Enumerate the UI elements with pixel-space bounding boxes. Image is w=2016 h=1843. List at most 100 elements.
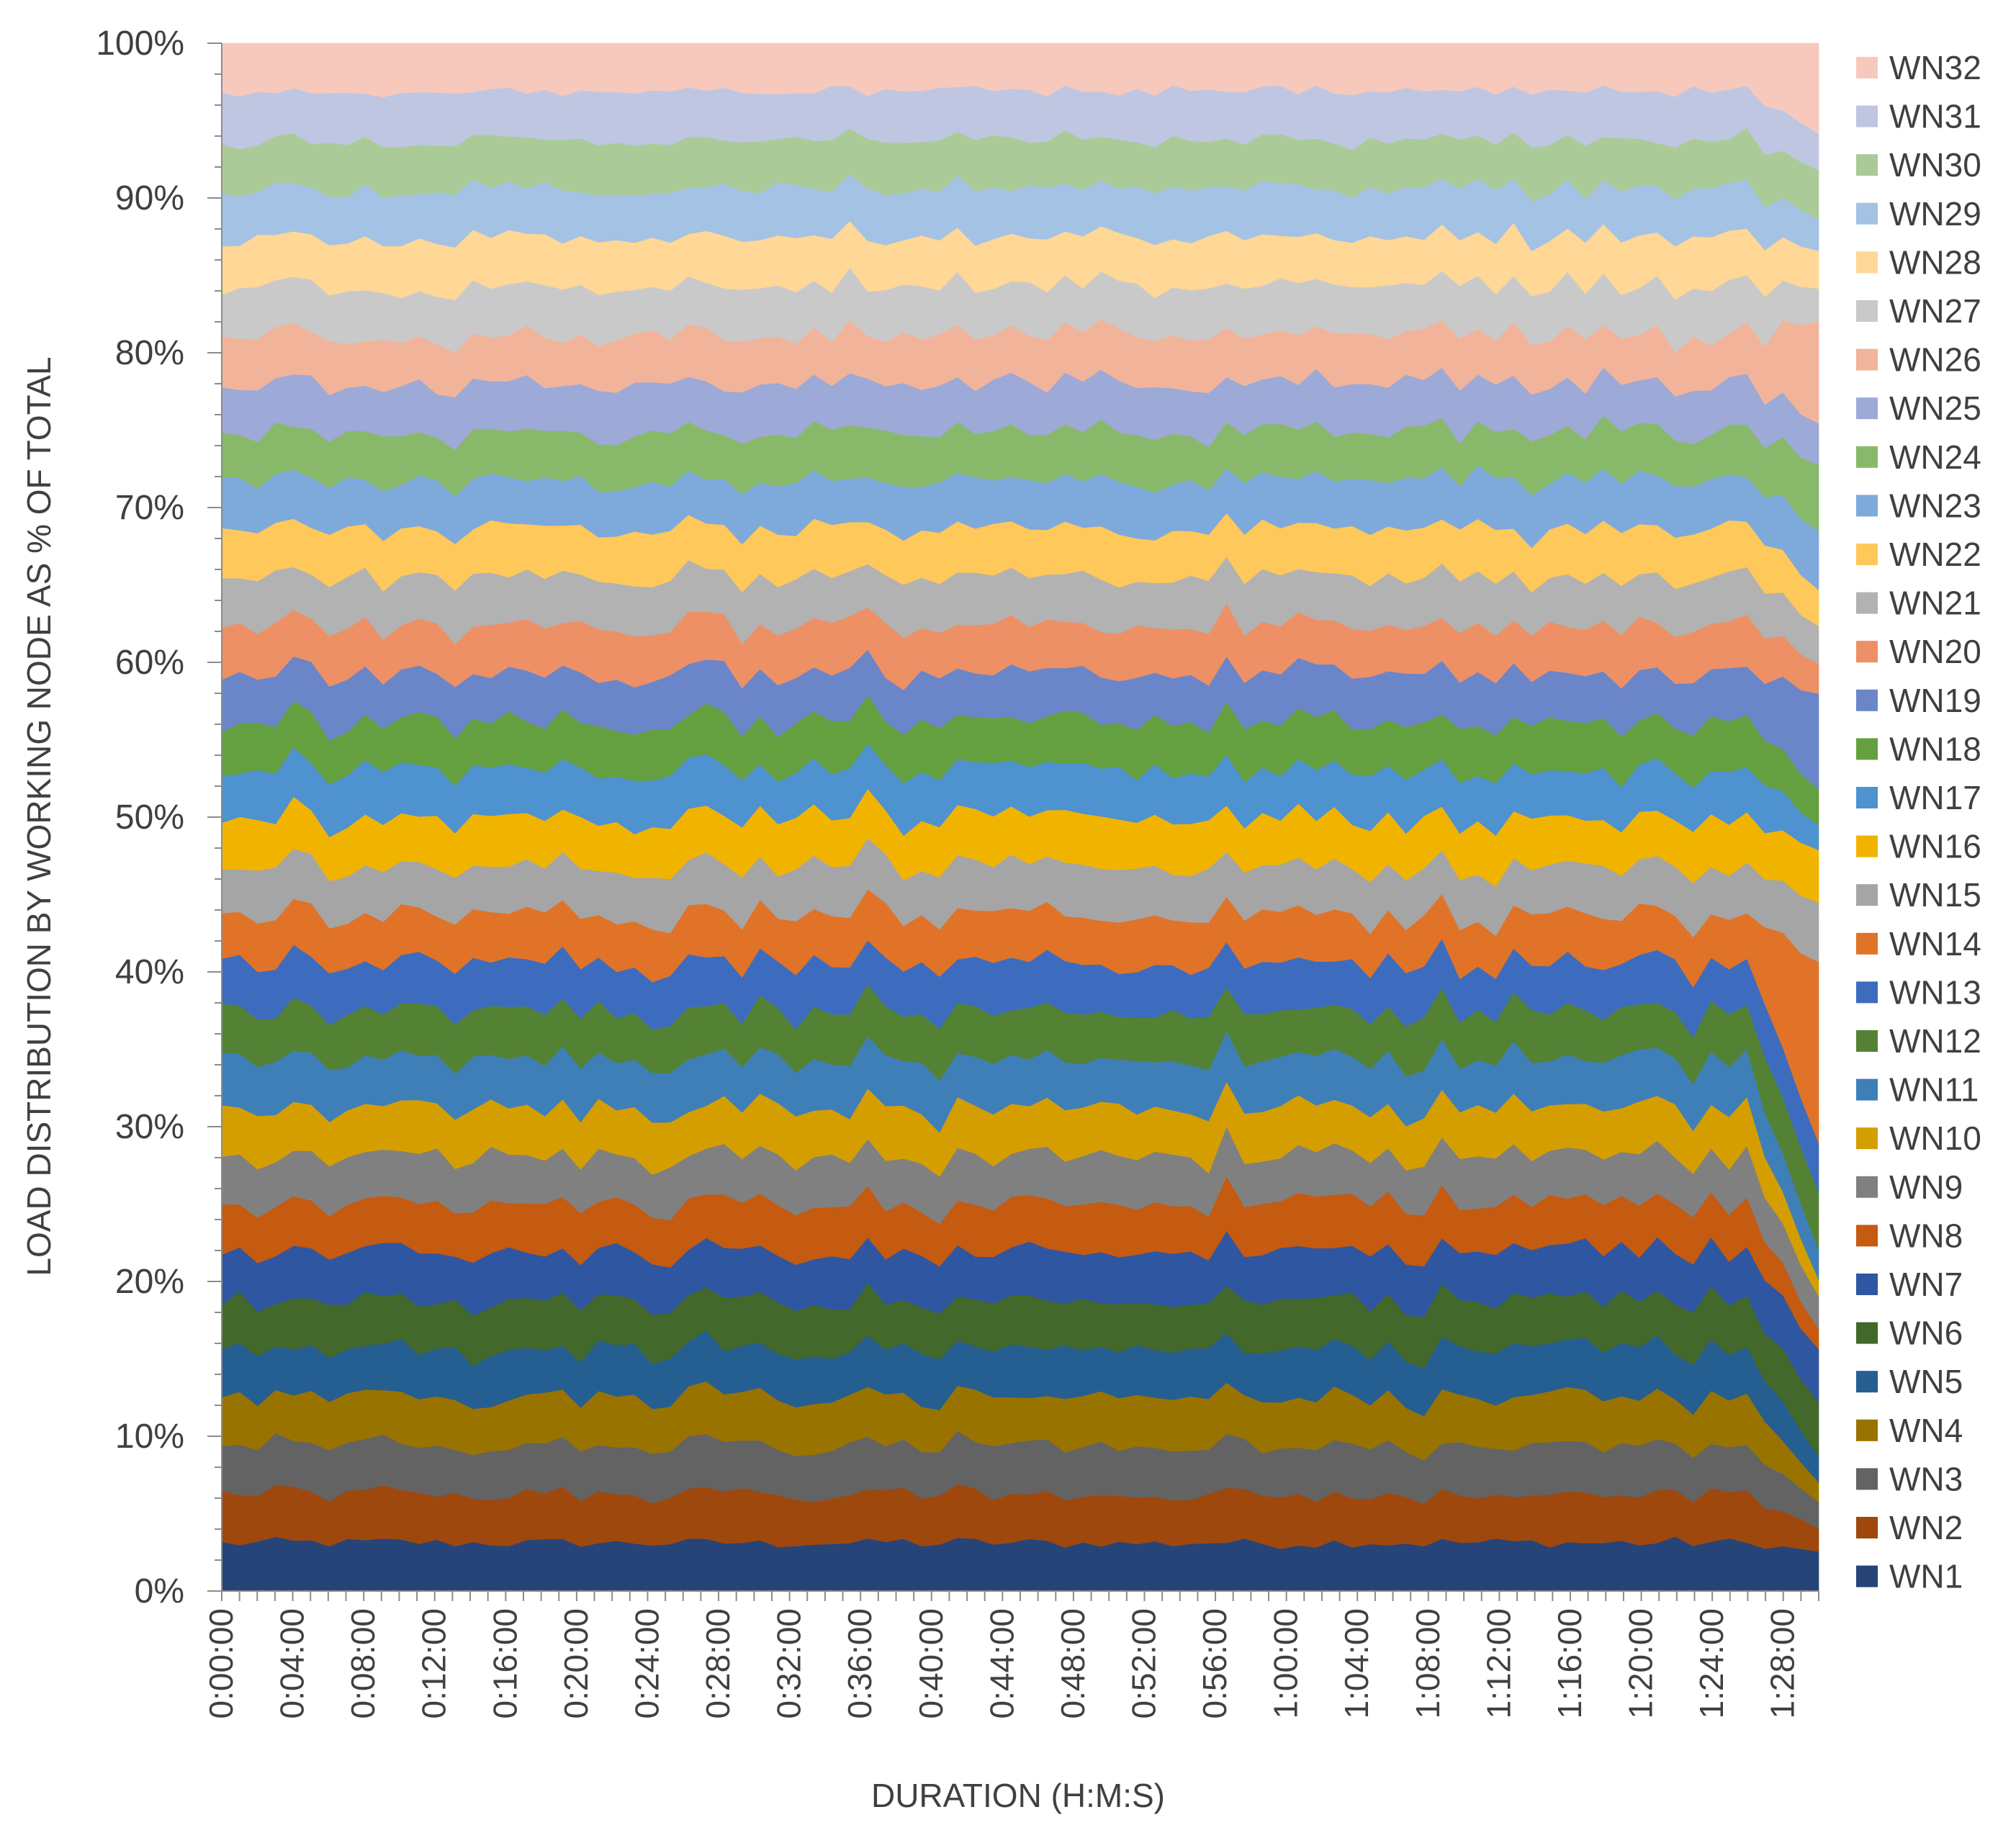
x-tick-label: 0:32:00: [770, 1608, 808, 1718]
legend-swatch: [1856, 1078, 1878, 1101]
legend-label: WN2: [1889, 1509, 1963, 1546]
legend-swatch: [1856, 446, 1878, 468]
legend: WN32 WN31 WN30 WN29 WN28 WN27 WN26 WN25 WN24 WN23…: [1856, 49, 1981, 1595]
legend-label: WN14: [1889, 925, 1981, 963]
x-tick-label: 1:12:00: [1480, 1608, 1517, 1718]
x-tick-label: 0:56:00: [1196, 1608, 1233, 1718]
x-axis-title: DURATION (H:M:S): [871, 1777, 1165, 1814]
x-tick-label: 0:04:00: [274, 1608, 311, 1718]
legend-item-wn11: WN11: [1856, 1071, 1979, 1109]
y-tick-label: 50%: [115, 798, 184, 837]
legend-item-wn29: WN29: [1856, 195, 1981, 233]
legend-label: WN7: [1889, 1266, 1963, 1303]
legend-item-wn7: WN7: [1856, 1266, 1963, 1303]
legend-item-wn9: WN9: [1856, 1168, 1963, 1206]
legend-label: WN20: [1889, 633, 1981, 670]
legend-label: WN28: [1889, 243, 1981, 281]
legend-swatch: [1856, 932, 1878, 955]
legend-label: WN22: [1889, 536, 1981, 573]
legend-item-wn15: WN15: [1856, 876, 1981, 914]
legend-item-wn1: WN1: [1856, 1558, 1963, 1595]
x-tick-label: 1:28:00: [1764, 1608, 1801, 1718]
legend-label: WN29: [1889, 195, 1981, 233]
x-tick-label: 0:44:00: [983, 1608, 1020, 1718]
legend-swatch: [1856, 835, 1878, 857]
legend-label: WN24: [1889, 438, 1981, 476]
x-tick-label: 1:00:00: [1267, 1608, 1305, 1718]
y-tick-label: 60%: [115, 644, 184, 682]
legend-swatch: [1856, 1419, 1878, 1441]
x-tick-label: 0:40:00: [912, 1608, 950, 1718]
legend-swatch: [1856, 544, 1878, 565]
legend-label: WN27: [1889, 292, 1981, 330]
y-axis: 0% 10% 20% 30% 40% 50% 60% 70% 80% 90% 100%: [96, 24, 222, 1610]
legend-item-wn25: WN25: [1856, 389, 1981, 427]
legend-swatch: [1856, 1322, 1878, 1344]
legend-item-wn6: WN6: [1856, 1315, 1963, 1352]
legend-item-wn30: WN30: [1856, 146, 1981, 184]
legend-item-wn19: WN19: [1856, 682, 1981, 719]
x-tick-label: 0:20:00: [557, 1608, 595, 1718]
y-tick-label: 10%: [115, 1418, 184, 1456]
legend-label: WN21: [1889, 585, 1981, 622]
x-tick-label: 1:04:00: [1338, 1608, 1375, 1718]
x-tick-label: 1:24:00: [1693, 1608, 1730, 1718]
legend-label: WN19: [1889, 682, 1981, 719]
legend-item-wn2: WN2: [1856, 1509, 1963, 1546]
legend-item-wn16: WN16: [1856, 828, 1981, 865]
legend-item-wn17: WN17: [1856, 779, 1981, 816]
legend-swatch: [1856, 1565, 1878, 1587]
legend-swatch: [1856, 154, 1878, 176]
legend-swatch: [1856, 1176, 1878, 1198]
legend-item-wn21: WN21: [1856, 585, 1981, 622]
legend-label: WN32: [1889, 49, 1981, 86]
legend-swatch: [1856, 251, 1878, 274]
legend-item-wn5: WN5: [1856, 1363, 1963, 1400]
legend-swatch: [1856, 105, 1878, 127]
legend-swatch: [1856, 1274, 1878, 1295]
legend-label: WN5: [1889, 1363, 1963, 1400]
legend-item-wn28: WN28: [1856, 243, 1981, 281]
legend-label: WN30: [1889, 146, 1981, 184]
legend-item-wn32: WN32: [1856, 49, 1981, 86]
y-tick-label: 100%: [96, 24, 184, 63]
legend-item-wn4: WN4: [1856, 1412, 1963, 1449]
legend-label: WN23: [1889, 487, 1981, 524]
y-tick-label: 90%: [115, 179, 184, 217]
legend-item-wn3: WN3: [1856, 1460, 1963, 1497]
x-tick-label: 0:12:00: [415, 1608, 453, 1718]
legend-item-wn8: WN8: [1856, 1217, 1963, 1254]
y-tick-label: 30%: [115, 1108, 184, 1146]
legend-swatch: [1856, 397, 1878, 420]
legend-swatch: [1856, 300, 1878, 322]
legend-swatch: [1856, 1468, 1878, 1490]
legend-item-wn31: WN31: [1856, 98, 1981, 135]
legend-swatch: [1856, 592, 1878, 614]
legend-swatch: [1856, 57, 1878, 78]
legend-swatch: [1856, 884, 1878, 906]
y-tick-label: 40%: [115, 953, 184, 991]
x-tick-label: 1:08:00: [1409, 1608, 1446, 1718]
legend-label: WN1: [1889, 1558, 1963, 1595]
legend-item-wn26: WN26: [1856, 341, 1981, 379]
legend-item-wn18: WN18: [1856, 730, 1981, 767]
x-tick-label: 0:24:00: [628, 1608, 665, 1718]
legend-label: WN11: [1889, 1071, 1979, 1109]
legend-label: WN12: [1889, 1022, 1981, 1060]
legend-item-wn10: WN10: [1856, 1119, 1981, 1157]
legend-swatch: [1856, 738, 1878, 760]
legend-label: WN26: [1889, 341, 1981, 379]
legend-label: WN8: [1889, 1217, 1963, 1254]
legend-label: WN13: [1889, 973, 1981, 1011]
legend-label: WN4: [1889, 1412, 1963, 1449]
legend-label: WN16: [1889, 828, 1981, 865]
legend-swatch: [1856, 981, 1878, 1004]
legend-swatch: [1856, 1517, 1878, 1538]
area-wn32: [221, 42, 1819, 135]
x-tick-label: 0:52:00: [1125, 1608, 1163, 1718]
legend-label: WN3: [1889, 1460, 1963, 1497]
legend-swatch: [1856, 495, 1878, 517]
x-tick-label: 1:16:00: [1551, 1608, 1588, 1718]
y-axis-title: LOAD DISTRIBUTION BY WORKING NODE AS % O…: [20, 356, 58, 1276]
legend-swatch: [1856, 348, 1878, 371]
